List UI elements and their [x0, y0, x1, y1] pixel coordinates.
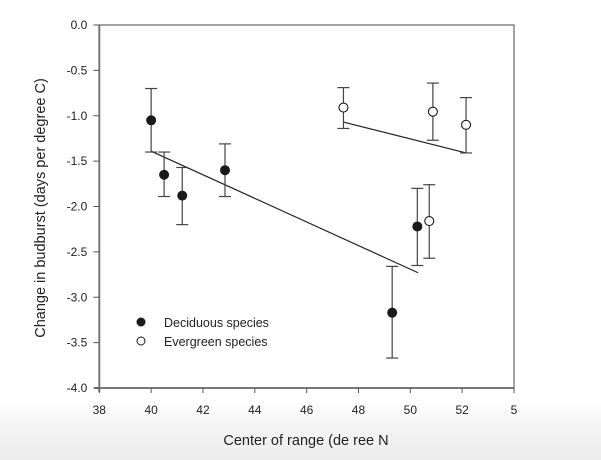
plot-axes — [94, 24, 515, 392]
data-point-deciduous — [220, 165, 231, 176]
data-point-deciduous — [387, 307, 398, 318]
x-tick-label: 42 — [196, 403, 210, 417]
legend-marker-evergreen — [136, 336, 146, 346]
regression-line-deciduous — [150, 150, 419, 274]
x-tick-label: 44 — [248, 403, 262, 417]
x-tick-label: 52 — [455, 403, 469, 417]
plot-frame — [98, 24, 515, 389]
y-tick-label: -1.0 — [67, 109, 88, 123]
x-tick-label: 38 — [93, 403, 107, 417]
legend-marker-deciduous — [136, 317, 146, 327]
data-point-deciduous — [159, 169, 170, 180]
data-points — [146, 102, 472, 318]
y-tick-label: -3.5 — [67, 336, 88, 350]
y-tick-label: -1.5 — [67, 154, 88, 168]
data-point-evergreen — [424, 215, 435, 227]
x-tick-label: 46 — [300, 403, 314, 417]
x-tick-label: 40 — [144, 403, 158, 417]
regression-lines — [150, 121, 467, 274]
data-point-deciduous — [146, 115, 157, 126]
legend: Deciduous species Evergreen species — [136, 316, 269, 349]
legend-label-deciduous: Deciduous species — [164, 316, 269, 330]
x-axis-title: Center of range (de ree N — [223, 433, 388, 449]
y-tick-label: 0.0 — [71, 18, 88, 32]
y-tick-label: -0.5 — [67, 63, 88, 77]
data-point-evergreen — [461, 119, 472, 130]
x-axis-ticks: 38 40 42 44 46 48 50 52 5 — [93, 388, 518, 417]
legend-label-evergreen: Evergreen species — [164, 335, 268, 349]
y-axis-title: Change in budburst (days per degree C) — [33, 78, 49, 338]
y-tick-label: -4.0 — [67, 381, 88, 395]
y-axis-ticks: 0.0 -0.5 -1.0 -1.5 -2.0 -2.5 -3.0 -3.5 -4.0 — [67, 18, 100, 395]
data-point-deciduous — [412, 221, 423, 232]
y-tick-label: -2.0 — [67, 200, 88, 214]
data-point-deciduous — [177, 190, 188, 201]
x-tick-label: 50 — [404, 403, 418, 417]
y-tick-label: -2.5 — [67, 245, 88, 259]
data-point-evergreen — [427, 106, 438, 117]
regression-line-evergreen — [343, 121, 467, 154]
data-point-evergreen — [338, 102, 349, 113]
x-tick-label: 48 — [352, 403, 366, 417]
x-tick-label: 5 — [511, 403, 518, 417]
y-tick-label: -3.0 — [67, 290, 88, 304]
